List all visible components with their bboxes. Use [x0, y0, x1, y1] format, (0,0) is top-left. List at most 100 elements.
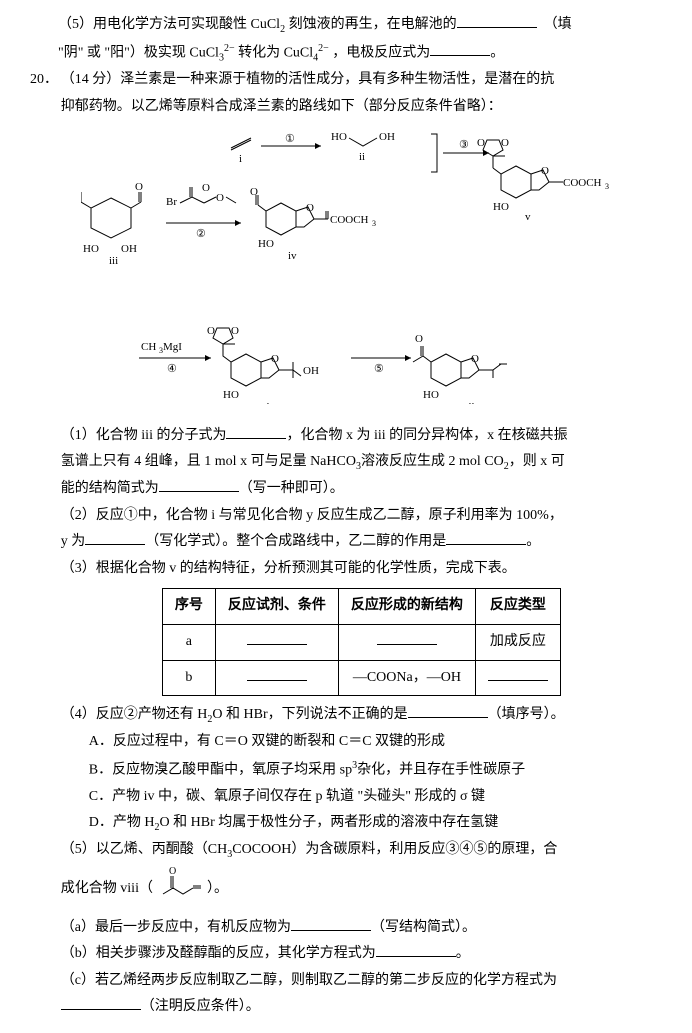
th: 反应形成的新结构 — [338, 589, 475, 625]
svg-text:HO: HO — [331, 131, 347, 143]
t: 杂化，并且存在手性碳原子 — [357, 762, 525, 777]
svg-text:HO: HO — [258, 238, 274, 250]
td: 加成反应 — [475, 624, 560, 660]
td: a — [162, 624, 215, 660]
svg-text:O: O — [415, 333, 423, 345]
t: 成化合物 viii（ — [61, 876, 153, 903]
t: 泽兰素是一种来源于植物的活性成分，具有多种生物活性，是潜在的抗 — [120, 72, 554, 87]
table-row: b —COONa，—OH — [162, 660, 560, 696]
svg-text:②: ② — [196, 228, 206, 240]
t: （1）化合物 iii 的分子式为 — [61, 428, 227, 443]
t: ）。 — [207, 876, 228, 903]
svg-text:CH: CH — [141, 341, 156, 353]
svg-text:HO: HO — [83, 243, 99, 255]
svg-text:vi: vi — [261, 401, 270, 404]
svg-text:MgI: MgI — [163, 341, 182, 353]
p2-line2: y 为（写化学式）。整个合成路线中，乙二醇的作用是。 — [61, 529, 662, 556]
opt-a: A．反应过程中，有 C＝O 双键的断裂和 C＝C 双键的形成 — [61, 729, 662, 756]
table-row: a 加成反应 — [162, 624, 560, 660]
svg-text:HO: HO — [223, 389, 239, 401]
svg-text:O: O — [250, 186, 258, 198]
svg-text:3: 3 — [605, 182, 609, 191]
td: b — [162, 660, 215, 696]
t: O 和 HBr 均属于极性分子，两者形成的溶液中存在氢键 — [160, 815, 499, 830]
sup: 2− — [318, 43, 329, 54]
p4-line: （4）反应②产物还有 H2O 和 HBr，下列说法不正确的是（填序号）。 — [61, 702, 662, 729]
blank — [457, 14, 537, 28]
svg-text:3: 3 — [372, 219, 376, 228]
svg-text:③: ③ — [459, 139, 469, 151]
t: COCOOH）为含碳原料，利用反应③④⑤的原理，合 — [232, 842, 557, 857]
q20-number: 20． — [30, 67, 61, 1021]
td — [475, 660, 560, 696]
t: （a）最后一步反应中，有机反应物为 — [61, 920, 291, 935]
blank — [446, 531, 526, 545]
t: （填 — [551, 17, 572, 32]
th: 反应试剂、条件 — [215, 589, 338, 625]
svg-text:O: O — [501, 137, 509, 149]
p5c2: （注明反应条件）。 — [61, 994, 662, 1021]
blank — [247, 631, 307, 645]
td — [338, 624, 475, 660]
t: （注明反应条件）。 — [141, 999, 260, 1014]
svg-text:vii: vii — [463, 401, 475, 404]
svg-text:ii: ii — [359, 151, 365, 163]
scheme-svg: i ① HO OH ii ③ — [81, 128, 641, 303]
t: （写一种即可）。 — [239, 481, 344, 496]
t: （14 分） — [61, 72, 121, 87]
q20-intro1: （14 分）泽兰素是一种来源于植物的活性成分，具有多种生物活性，是潜在的抗 — [61, 67, 662, 94]
t: y 为 — [61, 534, 86, 549]
td: —COONa，—OH — [338, 660, 475, 696]
svg-text:iv: iv — [288, 250, 297, 262]
q5-text: （5）用电化学方法可实现酸性 CuCl — [58, 17, 280, 32]
q20-body: （14 分）泽兰素是一种来源于植物的活性成分，具有多种生物活性，是潜在的抗 抑郁… — [61, 67, 662, 1021]
t: "阴" 或 "阳"）极实现 CuCl — [58, 45, 219, 60]
blank — [291, 917, 371, 931]
compound-viii: O — [153, 864, 207, 915]
t: （4）反应②产物还有 H — [61, 707, 208, 722]
svg-text:i: i — [239, 153, 242, 165]
svg-text:O: O — [306, 202, 314, 214]
svg-text:COOCH: COOCH — [563, 177, 602, 189]
reaction-scheme: i ① HO OH ii ③ — [61, 128, 662, 414]
svg-text:①: ① — [285, 133, 295, 145]
t: 刻蚀液的再生，在电解池的 — [285, 17, 457, 32]
svg-text:Br: Br — [166, 196, 177, 208]
t: ，化合物 x 为 iii 的同分异构体，x 在核磁共振 — [286, 428, 567, 443]
t: （b）相关步骤涉及醛醇酯的反应，其化学方程式为 — [61, 946, 376, 961]
th: 反应类型 — [475, 589, 560, 625]
t: B．反应物溴乙酸甲酯中，氧原子均采用 sp — [89, 762, 352, 777]
svg-text:O: O — [216, 192, 224, 204]
svg-text:COOCH: COOCH — [330, 214, 369, 226]
p5-line1: （5）以乙烯、丙酮酸（CH3COCOOH）为含碳原料，利用反应③④⑤的原理，合 — [61, 837, 662, 864]
svg-text:O: O — [207, 325, 215, 337]
p5b: （b）相关步骤涉及醛醇酯的反应，其化学方程式为。 — [61, 941, 662, 968]
t: 。 — [526, 534, 540, 549]
t: 能的结构简式为 — [61, 481, 159, 496]
svg-text:v: v — [525, 211, 531, 223]
blank — [247, 667, 307, 681]
svg-text:O: O — [541, 165, 549, 177]
svg-text:O: O — [471, 353, 479, 365]
t: 溶液反应生成 2 mol CO — [361, 454, 504, 469]
t: O 和 HBr，下列说法不正确的是 — [212, 707, 407, 722]
blank — [408, 704, 488, 718]
t: ，则 x 可 — [509, 454, 565, 469]
svg-text:④: ④ — [167, 363, 177, 375]
td — [215, 660, 338, 696]
svg-text:⑤: ⑤ — [374, 363, 384, 375]
svg-text:iii: iii — [109, 255, 118, 267]
t: 。 — [490, 45, 504, 60]
t: （写结构简式）。 — [371, 920, 476, 935]
blank — [226, 425, 286, 439]
blank — [488, 667, 548, 681]
p1-line1: （1）化合物 iii 的分子式为 ，化合物 x 为 iii 的同分异构体，x 在核… — [61, 423, 662, 450]
p5-line2: 成化合物 viii（ O ）。 — [61, 864, 662, 915]
p2-line1: （2）反应①中，化合物 i 与常见化合物 y 反应生成乙二醇，原子利用率为 10… — [61, 503, 662, 530]
blank — [376, 943, 456, 957]
svg-text:O: O — [135, 181, 143, 193]
q5-line1: （5）用电化学方法可实现酸性 CuCl2 刻蚀液的再生，在电解池的 （填 — [30, 12, 662, 39]
svg-text:O: O — [202, 182, 210, 194]
p1-line3: 能的结构简式为 （写一种即可）。 — [61, 476, 662, 503]
t: （填序号）。 — [488, 707, 565, 722]
